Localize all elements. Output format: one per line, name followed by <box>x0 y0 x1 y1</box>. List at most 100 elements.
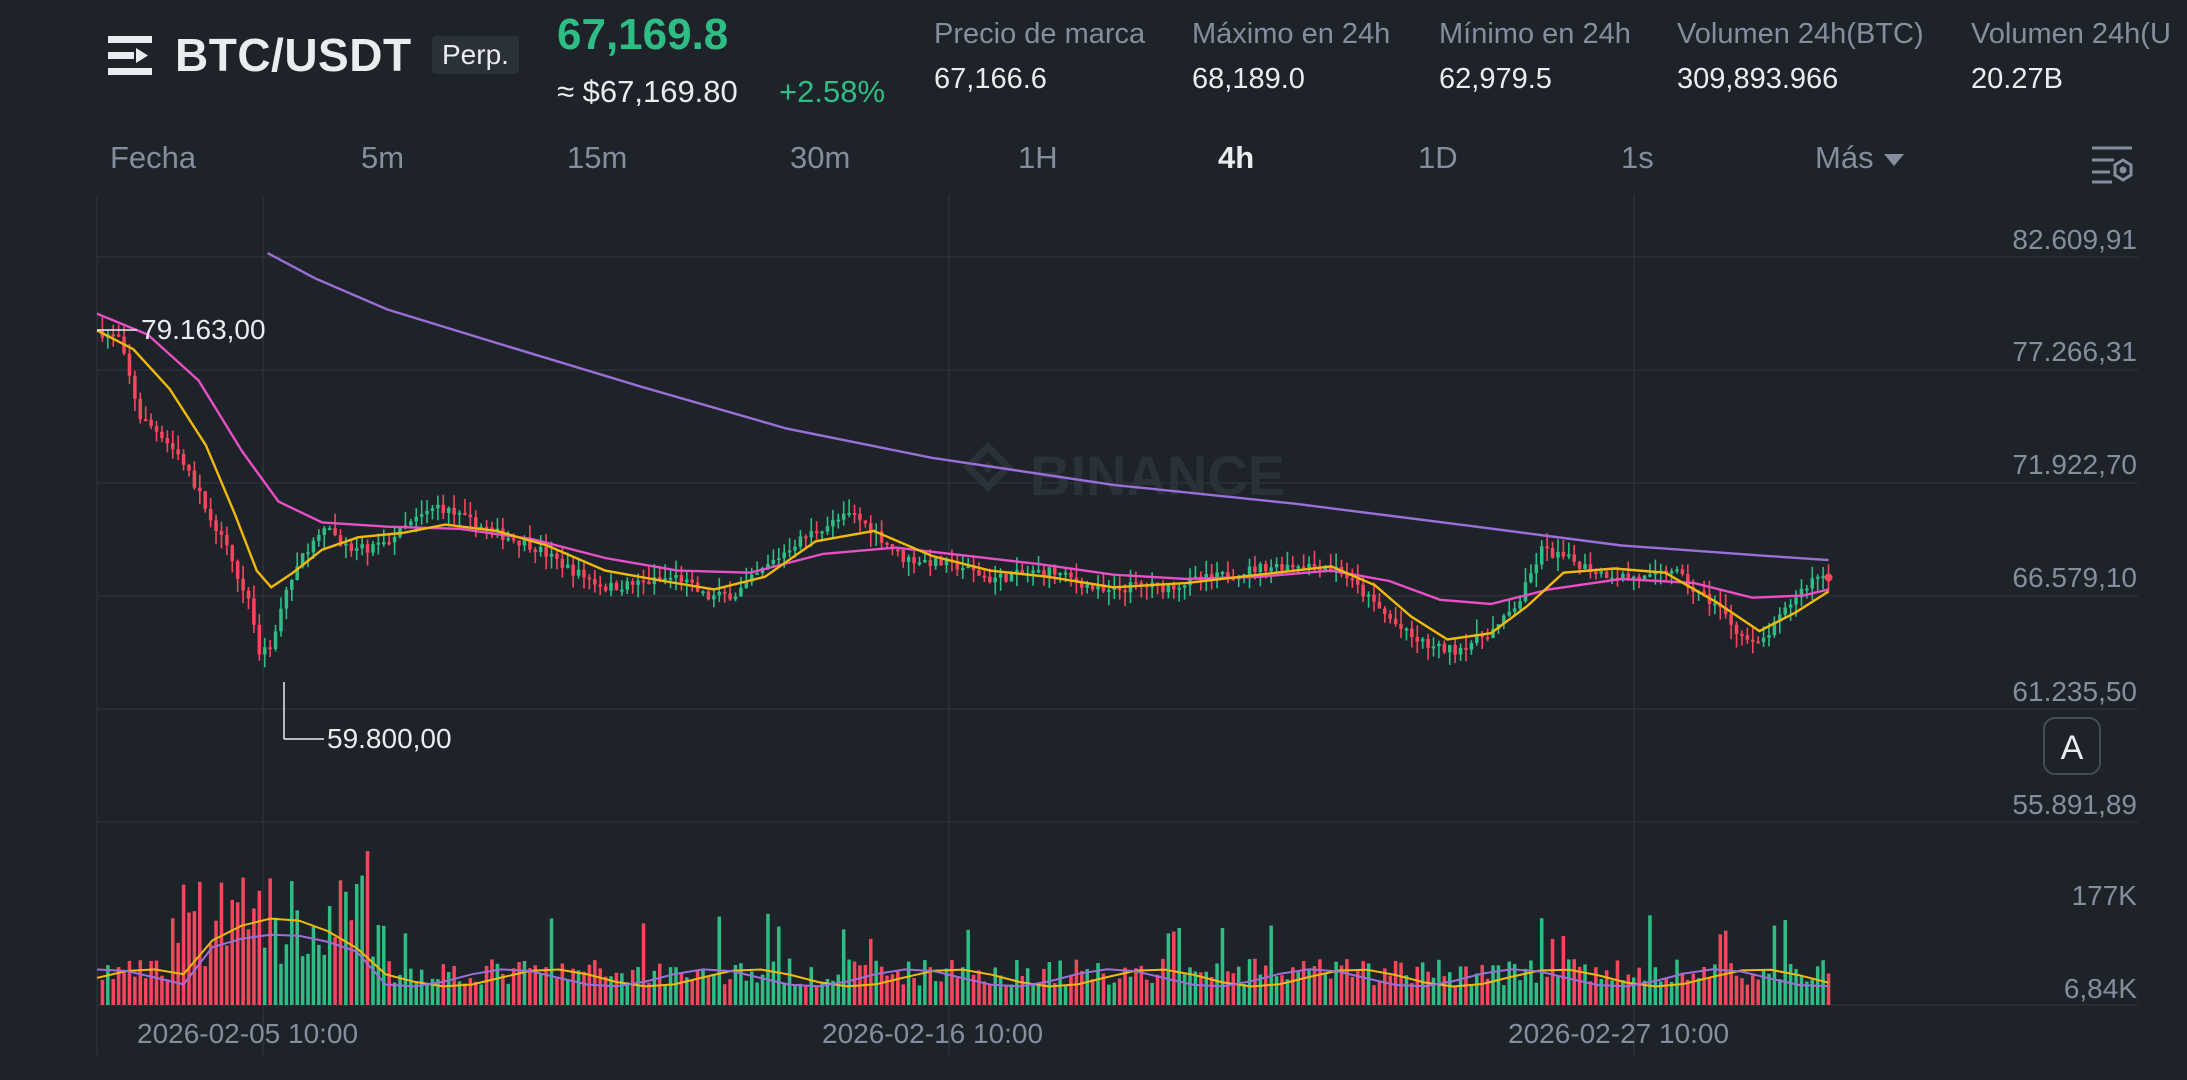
volume-bar <box>1556 976 1560 1005</box>
candle <box>1529 573 1533 583</box>
candle <box>111 334 115 337</box>
volume-bar <box>1767 973 1771 1005</box>
price-change-percent: +2.58% <box>779 74 886 109</box>
candle <box>338 535 343 546</box>
candle <box>214 520 218 532</box>
volume-bar <box>322 954 327 1005</box>
volume-bar <box>327 906 332 1005</box>
candle <box>165 437 170 444</box>
candle <box>933 558 938 567</box>
tab-15m[interactable]: 15m <box>567 140 628 175</box>
tab-5m[interactable]: 5m <box>361 140 405 175</box>
volume-bar <box>392 982 397 1005</box>
tab-1h[interactable]: 1H <box>1018 140 1058 175</box>
volume-bar <box>349 920 354 1005</box>
candle <box>701 591 705 594</box>
candle <box>1447 645 1452 653</box>
volume-bar <box>1177 927 1181 1005</box>
auto-scale-button[interactable]: A <box>2043 717 2101 775</box>
stat-label: Máximo en 24h <box>1192 18 1391 50</box>
candle <box>230 545 235 562</box>
candle <box>901 549 905 562</box>
volume-bar <box>798 983 803 1005</box>
exchange-menu-icon[interactable] <box>106 32 154 80</box>
volume-bar <box>495 963 500 1005</box>
volume-bar <box>1567 959 1571 1005</box>
volume-bar <box>831 980 835 1005</box>
volume-bar <box>1161 958 1165 1005</box>
volume-bar <box>620 973 624 1005</box>
volume-bar <box>879 966 884 1005</box>
volume-bar <box>1069 976 1073 1005</box>
candle <box>923 559 927 563</box>
chart-settings-icon[interactable] <box>2090 142 2134 186</box>
volume-bar <box>733 965 738 1005</box>
volume-bar <box>582 971 586 1005</box>
tab-1d[interactable]: 1D <box>1418 140 1458 175</box>
volume-bar <box>262 947 267 1005</box>
candle <box>1550 548 1555 558</box>
stat-24h-volume-usdt: Volumen 24h(U 20.27B <box>1971 18 2171 96</box>
volume-bar <box>603 976 608 1005</box>
trading-pair[interactable]: BTC/USDT <box>175 29 412 81</box>
candle <box>160 431 164 438</box>
volume-bar <box>1296 972 1300 1005</box>
binance-watermark: BINANCE <box>1030 444 1285 507</box>
volume-bar <box>1144 979 1149 1005</box>
tab-mas[interactable]: Más <box>1815 140 1904 176</box>
volume-bar <box>457 981 462 1005</box>
volume-bar <box>1101 973 1106 1005</box>
candle <box>279 608 283 632</box>
candle <box>495 528 500 531</box>
volume-bar <box>1761 969 1766 1005</box>
volume-bar <box>360 875 364 1005</box>
volume-bar <box>1112 982 1117 1005</box>
volume-bar <box>744 980 749 1005</box>
volume-bar <box>1328 978 1333 1005</box>
volume-bar <box>1826 973 1831 1005</box>
candle <box>1518 601 1522 609</box>
tab-4h[interactable]: 4h <box>1218 140 1255 175</box>
volume-bar <box>1004 984 1008 1005</box>
stat-value: 20.27B <box>1971 63 2063 95</box>
tab-fecha[interactable]: Fecha <box>110 140 197 175</box>
volume-bar <box>1155 974 1160 1005</box>
tab-30m[interactable]: 30m <box>790 140 851 175</box>
candle <box>1209 573 1214 578</box>
candle <box>1750 639 1755 642</box>
candle <box>814 531 819 534</box>
volume-bar <box>1009 984 1014 1005</box>
candle <box>793 546 797 551</box>
candle <box>717 591 722 596</box>
volume-bar <box>1085 969 1089 1005</box>
volume-bar <box>717 916 722 1005</box>
candle <box>1377 601 1382 609</box>
candle <box>176 449 180 455</box>
candle <box>836 519 841 522</box>
volume-bar <box>106 965 110 1005</box>
candle <box>1253 566 1257 573</box>
volume-bar <box>100 979 105 1005</box>
stat-label: Volumen 24h(U <box>1971 18 2171 50</box>
min-price-marker: 59.800,00 <box>327 723 452 754</box>
candle <box>457 512 462 515</box>
volume-bar <box>1740 978 1744 1005</box>
volume-bar <box>306 953 310 1005</box>
candle <box>138 398 143 420</box>
volume-bar <box>1664 977 1668 1005</box>
candle <box>1139 582 1144 585</box>
candle <box>1437 643 1441 647</box>
volume-bar <box>528 968 532 1005</box>
candle <box>755 573 759 576</box>
candle <box>939 558 943 566</box>
candle <box>1810 578 1815 589</box>
volume-bar <box>739 963 743 1005</box>
candle <box>614 582 619 590</box>
candle <box>593 579 597 585</box>
volume-bar <box>1518 980 1522 1005</box>
candle <box>295 566 299 581</box>
candlestick-chart[interactable]: BINANCE 82.609,91 77.266,31 71.922,70 66… <box>0 195 2187 1055</box>
candle <box>587 577 592 580</box>
candle <box>1783 607 1787 615</box>
tab-1s[interactable]: 1s <box>1621 140 1654 175</box>
